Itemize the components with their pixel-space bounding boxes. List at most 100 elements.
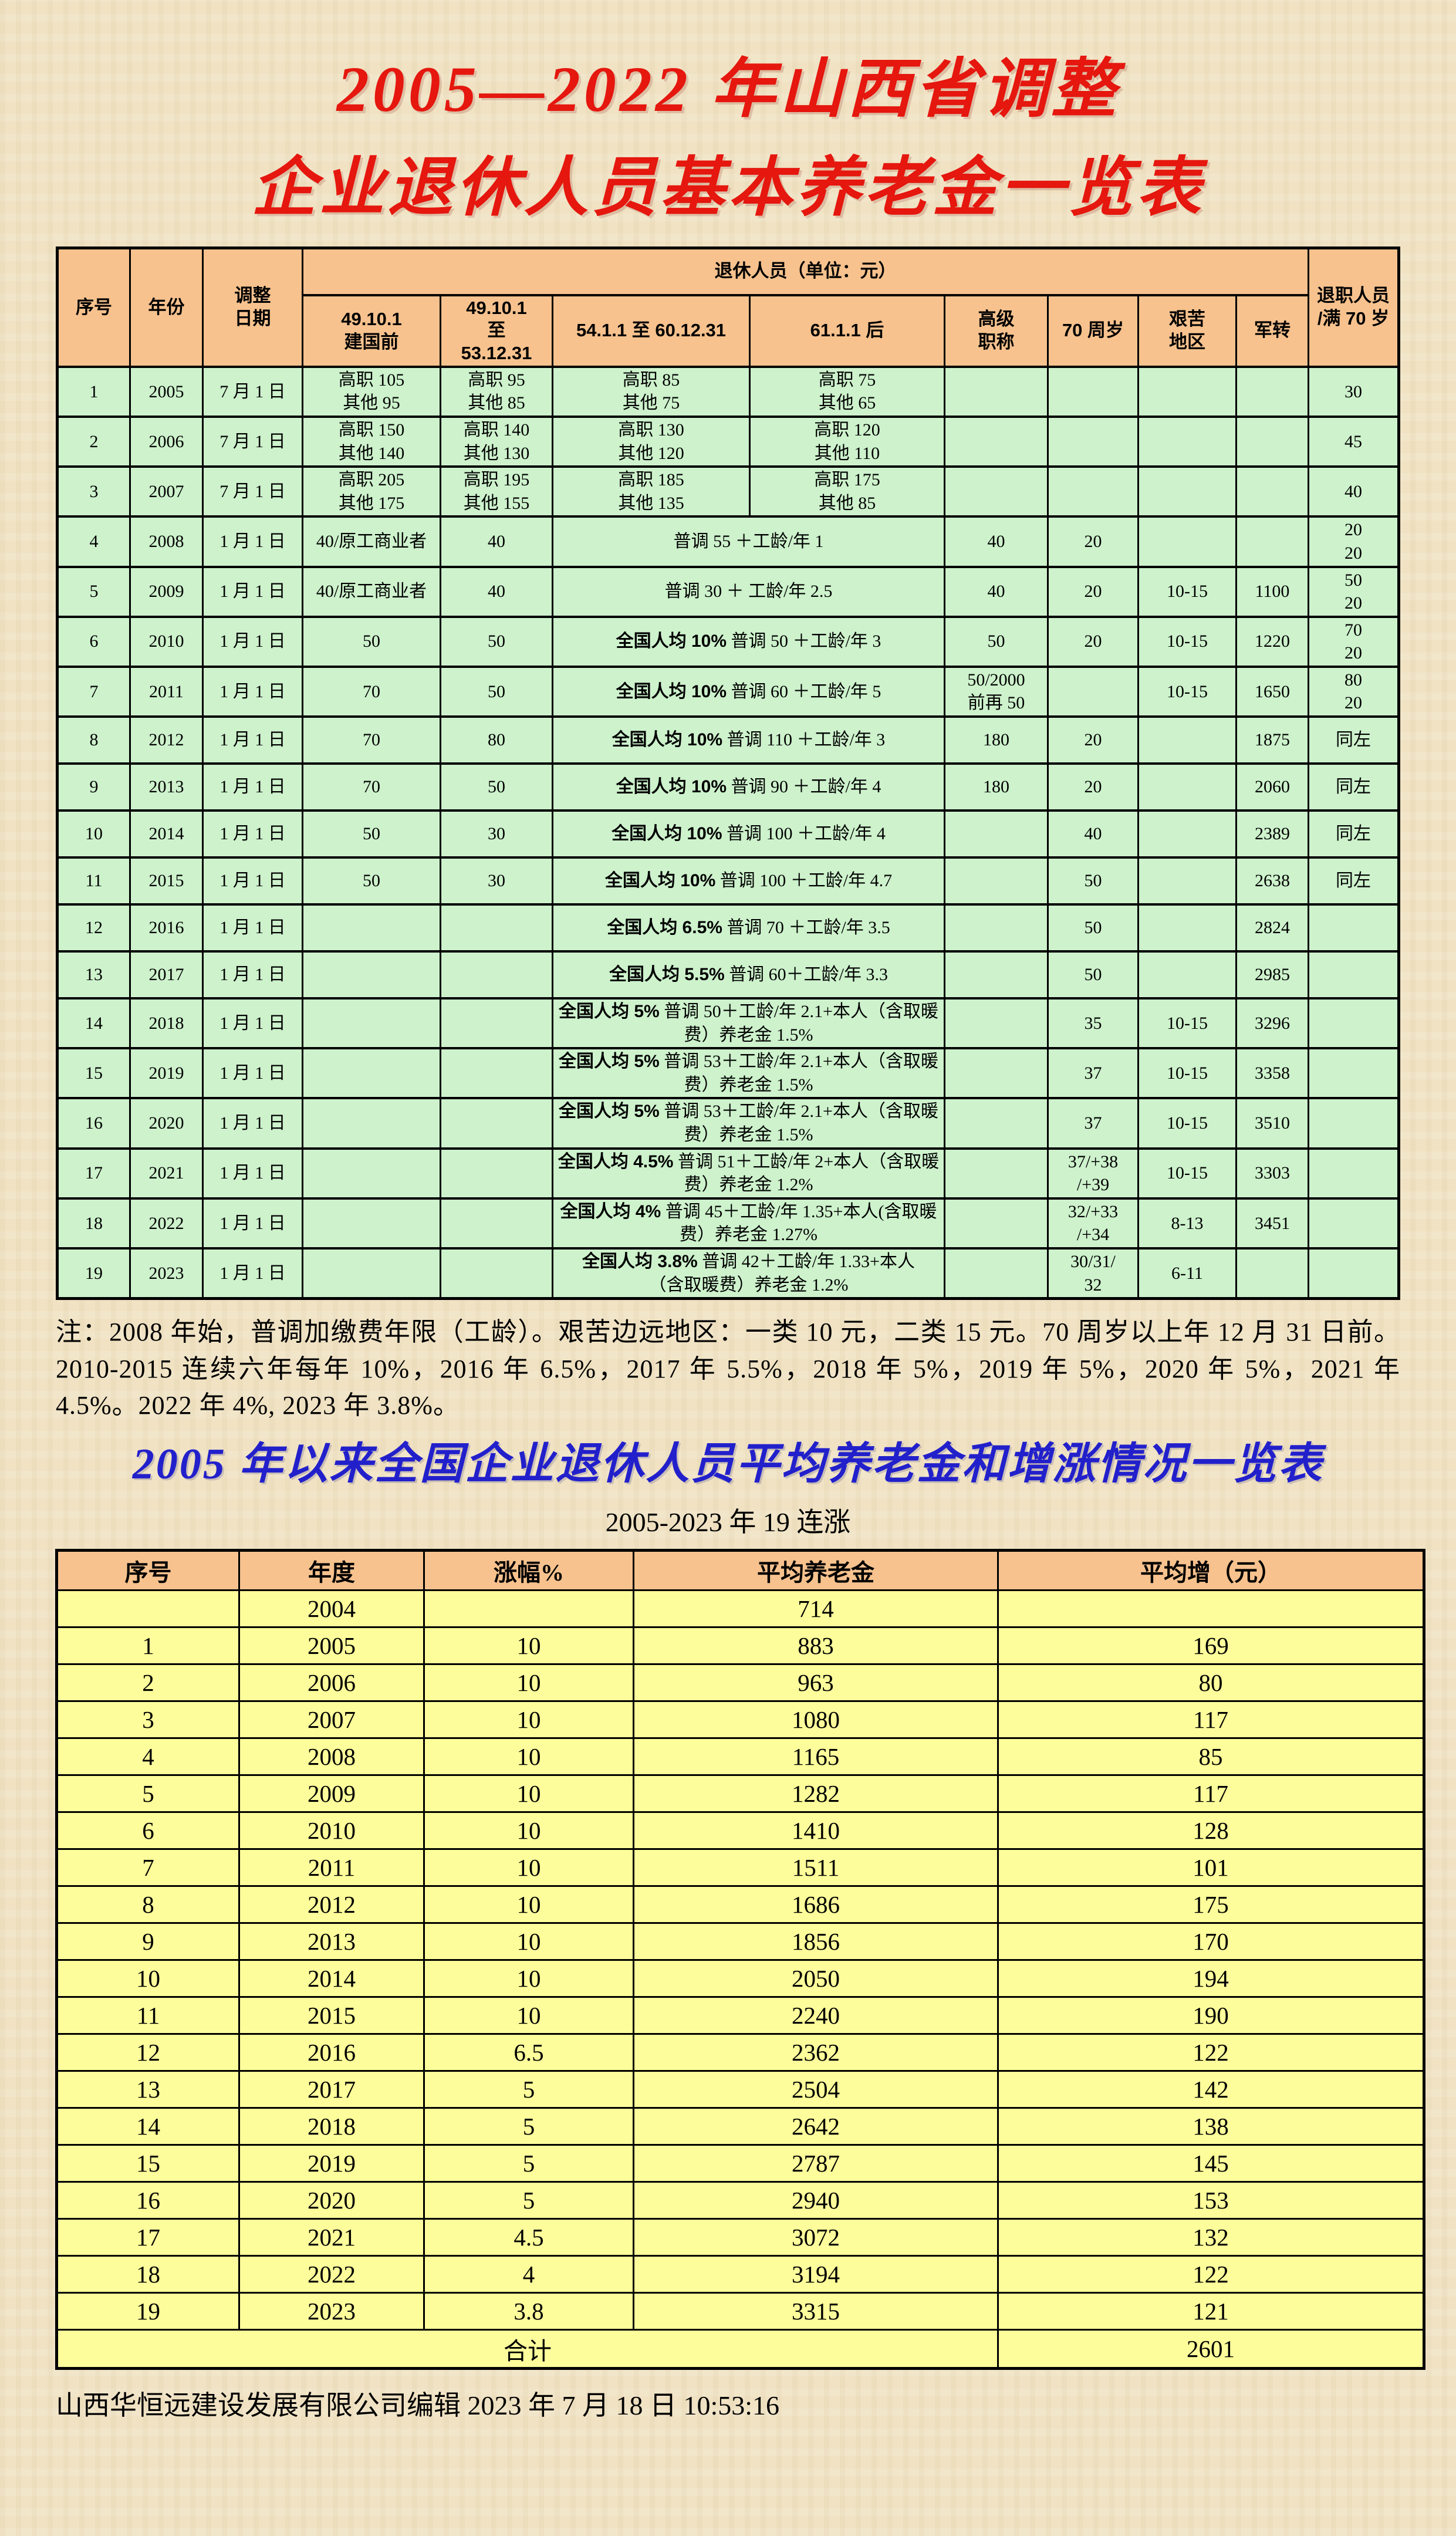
cell: 2018: [238, 2106, 425, 2146]
cell: 45: [1308, 415, 1400, 468]
cell: 1 月 1 日: [202, 950, 303, 1000]
cell: 30: [1308, 365, 1400, 418]
cell: 2006: [129, 415, 204, 468]
cell: [944, 1147, 1049, 1200]
cell: 1 月 1 日: [202, 615, 303, 668]
cell: 全国人均 10% 普调 100 ＋工龄/年 4.7: [552, 856, 945, 906]
cell: 全国人均 5% 普调 50＋工龄/年 2.1+本人（含取暖费）养老金 1.5%: [552, 997, 945, 1050]
cell: [944, 903, 1049, 953]
cell: 2011: [238, 1848, 425, 1887]
cell: [1047, 365, 1139, 418]
cell: 10-15: [1137, 1147, 1237, 1200]
cell: 1650: [1235, 665, 1309, 718]
cell: 70: [302, 715, 441, 765]
cell: 同左: [1308, 762, 1400, 812]
cell: 16: [56, 1097, 131, 1150]
cell: [1137, 415, 1237, 468]
cell: 40: [1308, 465, 1400, 518]
table-row: 9 2013 1 月 1 日 70 50 全国人均 10% 普调 90 ＋工龄/年 4 18…: [56, 762, 1400, 812]
cell: 全国人均 5% 普调 53＋工龄/年 2.1+本人（含取暖费）养老金 1.5%: [552, 1047, 945, 1100]
cell: 7 月 1 日: [202, 415, 303, 468]
header-row: 序号 年份 调整 日期 退休人员（单位：元） 退职人员 /满 70 岁: [56, 246, 1400, 368]
cell: 18: [56, 2254, 240, 2294]
cell: 2013: [238, 1922, 425, 1961]
cell: 20: [1047, 762, 1139, 812]
cell: 全国人均 4.5% 普调 51＋工龄/年 2+本人（含取暖费）养老金 1.2%: [552, 1147, 945, 1200]
cell: 6.5: [423, 2032, 634, 2072]
table-row: 14 2018 5 2642 138: [56, 2106, 1425, 2146]
cell: 19: [56, 2291, 240, 2331]
cell: 101: [997, 1848, 1425, 1887]
cell: 3451: [1235, 1197, 1309, 1250]
cell: 合计: [56, 2328, 999, 2369]
cell: [1137, 903, 1237, 953]
cell: 50: [440, 615, 553, 668]
cell: 10: [423, 1700, 634, 1739]
cell: 高职 205 其他 175: [302, 465, 441, 518]
cell: 2004: [238, 1589, 425, 1628]
cell: 170: [997, 1922, 1425, 1961]
cell: [1235, 1247, 1309, 1300]
cell: 1100: [1235, 565, 1309, 618]
cell: [1308, 1247, 1400, 1300]
cell: 14: [56, 2106, 240, 2146]
cell: 2015: [129, 856, 204, 906]
cell: 80 20: [1308, 665, 1400, 718]
cell: 2: [56, 415, 131, 468]
cell: 3: [56, 465, 131, 518]
table-row: 9 2013 10 1856 170: [56, 1922, 1425, 1961]
cell: 10: [423, 1848, 634, 1887]
cell: 3303: [1235, 1147, 1309, 1200]
cell: 2007: [238, 1700, 425, 1739]
table-row: 1 2005 10 883 169: [56, 1626, 1425, 1665]
cell: 37: [1047, 1047, 1139, 1100]
cell: [302, 997, 441, 1050]
cell: [440, 1197, 553, 1250]
header-cell: 退职人员 /满 70 岁: [1308, 246, 1400, 368]
cell: [302, 950, 441, 1000]
table-row: 13 2017 5 2504 142: [56, 2069, 1425, 2109]
cell: 5: [423, 2143, 634, 2183]
cell: 2014: [238, 1958, 425, 1998]
cell: [997, 1589, 1425, 1628]
cell: 40: [440, 565, 553, 618]
table-row: 6 2010 1 月 1 日 50 50 全国人均 10% 普调 50 ＋工龄/年 3 50…: [56, 615, 1400, 668]
cell: 19: [56, 1247, 131, 1300]
cell: [302, 1047, 441, 1100]
cell: 117: [997, 1700, 1425, 1739]
cell: 2642: [633, 2106, 999, 2146]
cell: 2011: [129, 665, 204, 718]
cell: 6-11: [1137, 1247, 1237, 1300]
cell: [1308, 997, 1400, 1050]
cell: 3296: [1235, 997, 1309, 1050]
section2-title: 2005 年以来全国企业退休人员平均养老金和增涨情况一览表: [132, 1440, 1324, 1488]
cell: 2016: [238, 2032, 425, 2072]
cell: [1235, 365, 1309, 418]
cell: [302, 1097, 441, 1150]
page: { "colors": { "page_background": "#f1e4c…: [0, 40, 1456, 2536]
cell: 50: [302, 809, 441, 859]
cell: 1 月 1 日: [202, 1197, 303, 1250]
cell: 2: [56, 1663, 240, 1702]
cell: 8: [56, 715, 131, 765]
cell: 全国人均 10% 普调 90 ＋工龄/年 4: [552, 762, 945, 812]
cell: 40: [440, 515, 553, 568]
cell: [944, 950, 1049, 1000]
cell: [1137, 715, 1237, 765]
cell: 40: [1047, 809, 1139, 859]
cell: 2504: [633, 2069, 999, 2109]
cell: 10: [423, 1663, 634, 1702]
table-row: 2004 714: [56, 1589, 1425, 1628]
cell: 17: [56, 1147, 131, 1200]
cell: 全国人均 5% 普调 53＋工龄/年 2.1+本人（含取暖费）养老金 1.5%: [552, 1097, 945, 1150]
header-cell: 涨幅%: [423, 1549, 634, 1591]
table-row: 合计 2601: [56, 2328, 1425, 2369]
cell: 2013: [129, 762, 204, 812]
table-row: 15 2019 1 月 1 日 全国人均 5% 普调 53＋工龄/年 2.1+本人（含…: [56, 1047, 1400, 1100]
cell: 50: [944, 615, 1049, 668]
cell: 132: [997, 2217, 1425, 2257]
cell: 2021: [238, 2217, 425, 2257]
cell: 714: [633, 1589, 999, 1628]
cell: 5: [423, 2180, 634, 2220]
cell: 20: [1047, 515, 1139, 568]
